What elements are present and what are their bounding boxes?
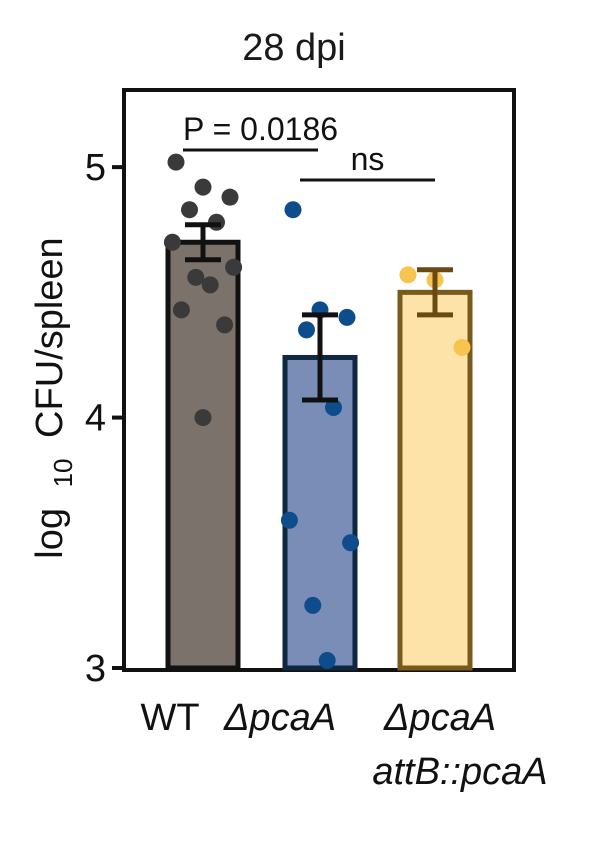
- significance-label: ns: [351, 141, 385, 177]
- data-point: [453, 338, 471, 356]
- error-bars-layer: [185, 222, 453, 403]
- data-point: [280, 511, 298, 529]
- data-point: [225, 258, 243, 276]
- y-tick-label: 4: [85, 398, 106, 440]
- x-category-label-line2: attB::pcaA: [372, 751, 547, 793]
- chart-title: 28 dpi: [242, 27, 346, 69]
- data-point: [194, 178, 212, 196]
- data-point: [216, 316, 234, 334]
- data-point: [167, 153, 185, 171]
- svg-text:log 10 CFU/spleen: log 10 CFU/spleen: [29, 237, 81, 558]
- data-point: [221, 188, 239, 206]
- y-tick-label: 3: [85, 648, 106, 690]
- data-point: [304, 596, 322, 614]
- y-axis-label-subscript: 10: [48, 459, 78, 488]
- data-point: [399, 266, 417, 284]
- data-point: [201, 276, 219, 294]
- data-point: [172, 301, 190, 319]
- y-axis-ticks: 3 4 5: [85, 147, 124, 690]
- data-point: [187, 268, 205, 286]
- y-axis-label: log 10 CFU/spleen: [29, 237, 81, 558]
- significance-label: P = 0.0186: [183, 111, 338, 147]
- data-point: [181, 201, 198, 219]
- data-point: [298, 321, 315, 339]
- data-point: [208, 213, 225, 231]
- data-point: [318, 651, 336, 669]
- data-point: [194, 409, 212, 427]
- y-tick-label: 5: [85, 147, 106, 189]
- y-axis-label-rest: CFU/spleen: [29, 237, 71, 438]
- y-axis-label-main: log: [29, 508, 71, 559]
- bar: [282, 354, 358, 671]
- x-category-label: WT: [140, 697, 199, 739]
- data-point: [342, 534, 360, 552]
- data-point: [338, 308, 356, 326]
- annotations-layer: P = 0.0186 ns: [183, 111, 435, 182]
- x-category-label: ΔpcaA: [223, 697, 336, 739]
- x-category-label: ΔpcaA: [383, 697, 496, 739]
- data-point: [163, 233, 181, 251]
- points-layer: [163, 153, 471, 669]
- data-point: [284, 201, 302, 219]
- data-point: [325, 399, 342, 417]
